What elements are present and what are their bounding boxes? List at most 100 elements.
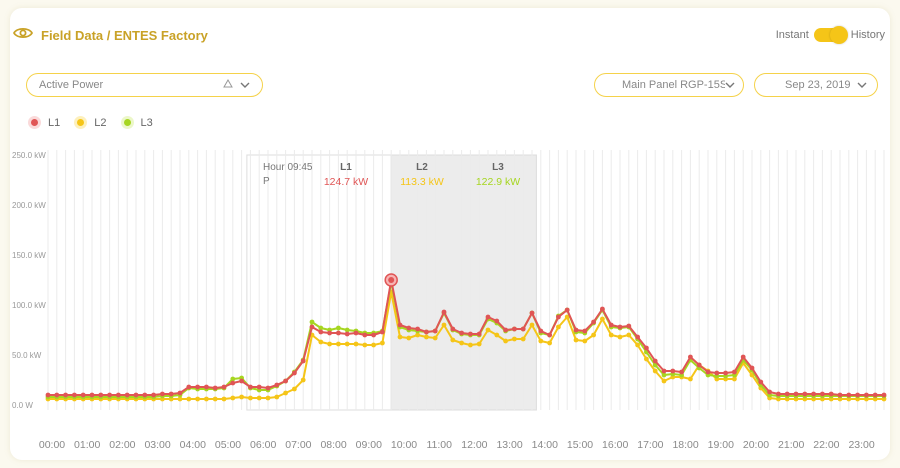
data-point-l2[interactable] [626, 332, 632, 338]
data-point-l2[interactable] [248, 395, 253, 401]
data-point-l1[interactable] [344, 331, 350, 337]
data-point-l1[interactable] [230, 380, 236, 386]
data-point-l2[interactable] [468, 342, 473, 348]
data-point-l1[interactable] [186, 384, 192, 390]
measurement-select[interactable]: Active Power [26, 73, 263, 97]
data-point-l1[interactable] [459, 330, 464, 336]
data-point-l1[interactable] [855, 392, 860, 398]
data-point-l2[interactable] [573, 337, 579, 343]
data-point-l2[interactable] [661, 378, 667, 384]
data-point-l1[interactable] [362, 332, 368, 338]
data-point-l1[interactable] [573, 327, 579, 333]
data-point-l1[interactable] [212, 385, 218, 391]
data-point-l2[interactable] [256, 395, 262, 401]
data-point-l1[interactable] [424, 329, 429, 335]
data-point-l2[interactable] [494, 332, 500, 338]
data-point-l1[interactable] [124, 392, 130, 398]
data-point-l1[interactable] [652, 358, 658, 364]
data-point-l1[interactable] [547, 332, 552, 338]
date-select[interactable]: Sep 23, 2019 [754, 73, 878, 97]
data-point-l2[interactable] [292, 386, 297, 392]
legend-item-l1[interactable]: L1 [28, 116, 60, 129]
data-point-l1[interactable] [336, 330, 341, 336]
data-point-l1[interactable] [309, 324, 315, 330]
data-point-l1[interactable] [767, 389, 772, 395]
data-point-l1[interactable] [151, 392, 157, 398]
data-point-l1[interactable] [283, 378, 288, 384]
data-point-l1[interactable] [881, 392, 887, 398]
data-point-l3[interactable] [344, 327, 350, 333]
data-point-l1[interactable] [503, 327, 508, 333]
data-point-l1[interactable] [441, 309, 447, 315]
data-point-l2[interactable] [608, 332, 614, 338]
data-point-l1[interactable] [846, 392, 852, 398]
data-point-l1[interactable] [397, 322, 403, 328]
data-point-l2[interactable] [327, 341, 332, 347]
data-point-l1[interactable] [749, 365, 755, 371]
data-point-l1[interactable] [45, 392, 51, 398]
data-point-l1[interactable] [811, 391, 816, 397]
data-point-l1[interactable] [635, 334, 640, 340]
data-point-l3[interactable] [336, 325, 341, 331]
data-point-l1[interactable] [63, 392, 68, 398]
data-point-l1[interactable] [776, 391, 781, 397]
data-point-l2[interactable] [300, 377, 306, 383]
data-point-l3[interactable] [230, 376, 236, 382]
data-point-l1[interactable] [600, 306, 605, 312]
data-point-l2[interactable] [397, 334, 403, 340]
data-point-l1[interactable] [732, 369, 737, 375]
data-point-l1[interactable] [538, 328, 544, 334]
toggle-switch[interactable] [813, 26, 848, 44]
data-point-l3[interactable] [309, 319, 315, 325]
data-point-l1[interactable] [256, 384, 262, 390]
data-point-l1[interactable] [758, 379, 764, 385]
data-point-l1[interactable] [318, 329, 324, 335]
data-point-l2[interactable] [265, 395, 271, 401]
data-point-l2[interactable] [239, 394, 245, 400]
data-point-l1[interactable] [784, 391, 790, 397]
data-point-l2[interactable] [336, 341, 341, 347]
data-point-l2[interactable] [432, 335, 438, 341]
data-point-l2[interactable] [424, 334, 429, 340]
data-point-l2[interactable] [204, 396, 209, 402]
data-point-l2[interactable] [538, 338, 544, 344]
data-point-l1[interactable] [142, 392, 148, 398]
data-point-l1[interactable] [248, 384, 253, 390]
data-point-l2[interactable] [591, 332, 596, 338]
legend-item-l3[interactable]: L3 [120, 116, 153, 129]
data-point-l1[interactable] [564, 307, 570, 313]
data-point-l2[interactable] [732, 376, 737, 382]
data-point-l1[interactable] [520, 326, 526, 332]
data-point-l2[interactable] [415, 332, 420, 338]
data-point-l1[interactable] [740, 354, 746, 360]
data-point-l1[interactable] [828, 391, 834, 397]
data-point-l1[interactable] [723, 370, 728, 376]
data-point-l1[interactable] [160, 391, 165, 397]
toggle-knob[interactable] [829, 26, 848, 44]
data-point-l2[interactable] [600, 316, 605, 322]
data-point-l1[interactable] [107, 392, 112, 398]
data-point-l2[interactable] [212, 396, 218, 402]
data-point-l1[interactable] [591, 319, 596, 325]
data-point-l2[interactable] [503, 338, 508, 344]
data-point-l1[interactable] [371, 332, 376, 338]
data-point-l1[interactable] [168, 391, 174, 397]
data-point-l1[interactable] [300, 358, 306, 364]
data-point-l2[interactable] [617, 334, 623, 340]
data-point-l1[interactable] [802, 391, 808, 397]
data-point-l2[interactable] [195, 396, 201, 402]
data-point-l1[interactable] [626, 323, 632, 329]
data-point-l1[interactable] [221, 384, 227, 390]
data-point-l1[interactable] [556, 314, 561, 320]
eye-icon[interactable] [12, 26, 34, 45]
data-point-l1[interactable] [292, 370, 297, 376]
data-point-l2[interactable] [582, 338, 588, 344]
data-point-l1[interactable] [705, 369, 711, 375]
data-point-l2[interactable] [371, 342, 376, 348]
data-point-l2[interactable] [529, 322, 535, 328]
instant-history-toggle[interactable]: Instant History [776, 26, 885, 44]
data-point-l2[interactable] [485, 327, 491, 333]
data-point-l3[interactable] [661, 372, 667, 378]
data-point-l1[interactable] [512, 326, 517, 332]
